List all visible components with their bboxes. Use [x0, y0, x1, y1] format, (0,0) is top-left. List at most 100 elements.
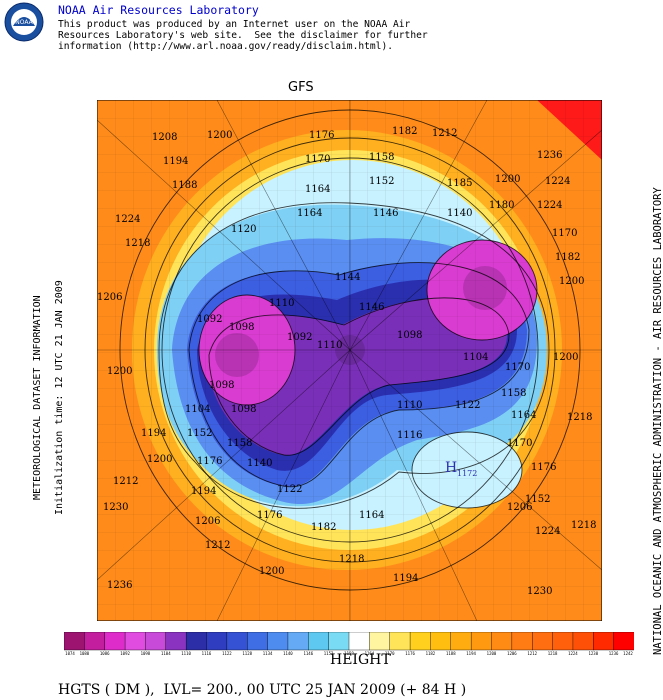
contour-label: 1200: [259, 566, 284, 577]
contour-label: 1224: [535, 526, 560, 537]
colorbar-tick-label: 1194: [466, 651, 476, 656]
colorbar-swatch: [532, 632, 554, 651]
map-caption: HGTS ( DM ), LVL= 200., 00 UTC 25 JAN 20…: [58, 682, 467, 698]
contour-label: 1236: [107, 580, 132, 591]
init-time-label: Initialization time: 12 UTC 21 JAN 2009: [54, 280, 65, 515]
contour-label: 1194: [163, 156, 188, 167]
contour-label: 1098: [209, 380, 234, 391]
colorbar-swatch: [572, 632, 594, 651]
colorbar-tick-label: 1152: [324, 651, 334, 656]
colorbar-tick-label: 1110: [181, 651, 191, 656]
contour-label: 1212: [432, 128, 457, 139]
contour-label: 1224: [115, 214, 140, 225]
colorbar-swatch: [185, 632, 207, 651]
colorbar-swatch: [247, 632, 269, 651]
colorbar-swatch: [145, 632, 167, 651]
contour-label: 1110: [397, 400, 422, 411]
contour-label: 1122: [455, 400, 480, 411]
colorbar-swatch: [165, 632, 187, 651]
colorbar-tick-label: 1098: [141, 651, 151, 656]
contour-label: 1185: [447, 178, 472, 189]
colorbar-tick-label: 1122: [222, 651, 232, 656]
colorbar-swatch: [593, 632, 615, 651]
contour-label: 1140: [447, 208, 472, 219]
contour-label: 1176: [531, 462, 556, 473]
colorbar-tick-label: 1170: [385, 651, 395, 656]
contour-label: 1200: [147, 454, 172, 465]
contour-label: 1120: [231, 224, 256, 235]
contour-label: 1176: [257, 510, 282, 521]
colorbar-swatch: [491, 632, 513, 651]
contour-label: 1212: [113, 476, 138, 487]
contour-label: 1182: [311, 522, 336, 533]
disclaimer-line-3: information (http://www.arl.noaa.gov/rea…: [58, 41, 394, 52]
colorbar-tick-label: 1092: [120, 651, 130, 656]
colorbar-tick-label: 1236: [609, 651, 619, 656]
colorbar-tick-label: 1212: [527, 651, 537, 656]
colorbar-tick-label: 1128: [242, 651, 252, 656]
contour-label: 1170: [552, 228, 577, 239]
colorbar-swatch: [328, 632, 350, 651]
colorbar-swatch: [552, 632, 574, 651]
contour-label: 1110: [317, 340, 342, 351]
disclaimer-line-2: Resources Laboratory's web site. See the…: [58, 30, 428, 41]
contour-label: 1116: [397, 430, 422, 441]
contour-label: 1230: [527, 586, 552, 597]
colorbar-swatch: [430, 632, 452, 651]
contour-label: 1146: [359, 302, 384, 313]
colorbar-tick-label: 1200: [487, 651, 497, 656]
org-name: NOAA Air Resources Laboratory: [58, 3, 259, 17]
contour-labels: 1208 1200 1176 1182 1212 1236 1194 1170 …: [97, 126, 596, 597]
colorbar-swatch: [369, 632, 391, 651]
colorbar-tick-label: 1140: [283, 651, 293, 656]
colorbar-tick-label: 1134: [263, 651, 273, 656]
contour-label: 1092: [287, 332, 312, 343]
contour-label: 1146: [373, 208, 398, 219]
colorbar-swatch: [124, 632, 146, 651]
contour-label: 1176: [309, 130, 334, 141]
contour-label: 1152: [525, 494, 550, 505]
contour-label: 1194: [141, 428, 166, 439]
height-map: 1208 1200 1176 1182 1212 1236 1194 1170 …: [97, 100, 602, 621]
contour-label: 1182: [392, 126, 417, 137]
contour-label: 1104: [463, 352, 488, 363]
contour-label: 1206: [507, 502, 532, 513]
contour-label: 1194: [393, 573, 418, 584]
contour-label: 1218: [125, 238, 150, 249]
colorbar-tick-label: 1176: [405, 651, 415, 656]
contour-label: 1098: [231, 404, 256, 415]
low-value: 1172: [457, 469, 477, 478]
contour-label: 1200: [495, 174, 520, 185]
colorbar-swatch: [308, 632, 330, 651]
contour-label: 1236: [537, 150, 562, 161]
meridians: [97, 100, 602, 621]
colorbar-swatch: [287, 632, 309, 651]
colorbar-tick-label: 1080: [80, 651, 90, 656]
contour-label: 1170: [305, 154, 330, 165]
contour-label: 1158: [227, 438, 252, 449]
colorbar-tick-label: 1146: [303, 651, 313, 656]
contour-label: 1098: [397, 330, 422, 341]
contour-label: 1098: [229, 322, 254, 333]
contour-label: 1224: [545, 176, 570, 187]
contour-label: 1152: [369, 176, 394, 187]
contour-label: 1144: [335, 272, 360, 283]
colorbar-swatch: [104, 632, 126, 651]
contour-label: 1180: [489, 200, 514, 211]
colorbar-swatch: [450, 632, 472, 651]
contour-label: 1152: [187, 428, 212, 439]
contour-label: 1158: [369, 152, 394, 163]
contour-label: 1206: [97, 292, 122, 303]
colorbar-tick-label: 1158: [344, 651, 354, 656]
contour-label: 1224: [537, 200, 562, 211]
dataset-info-label: METEOROLOGICAL DATASET INFORMATION: [32, 295, 43, 500]
colorbar-tick-label: 1230: [588, 651, 598, 656]
colorbar-swatch: [267, 632, 289, 651]
colorbar-tick-label: 1074: [65, 651, 75, 656]
colorbar-swatch: [511, 632, 533, 651]
contour-label: 1122: [277, 484, 302, 495]
contour-label: 1218: [339, 554, 364, 565]
colorbar-tick-label: 1086: [100, 651, 110, 656]
contour-label: 1182: [555, 252, 580, 263]
colorbar-tick-label: 1116: [202, 651, 212, 656]
